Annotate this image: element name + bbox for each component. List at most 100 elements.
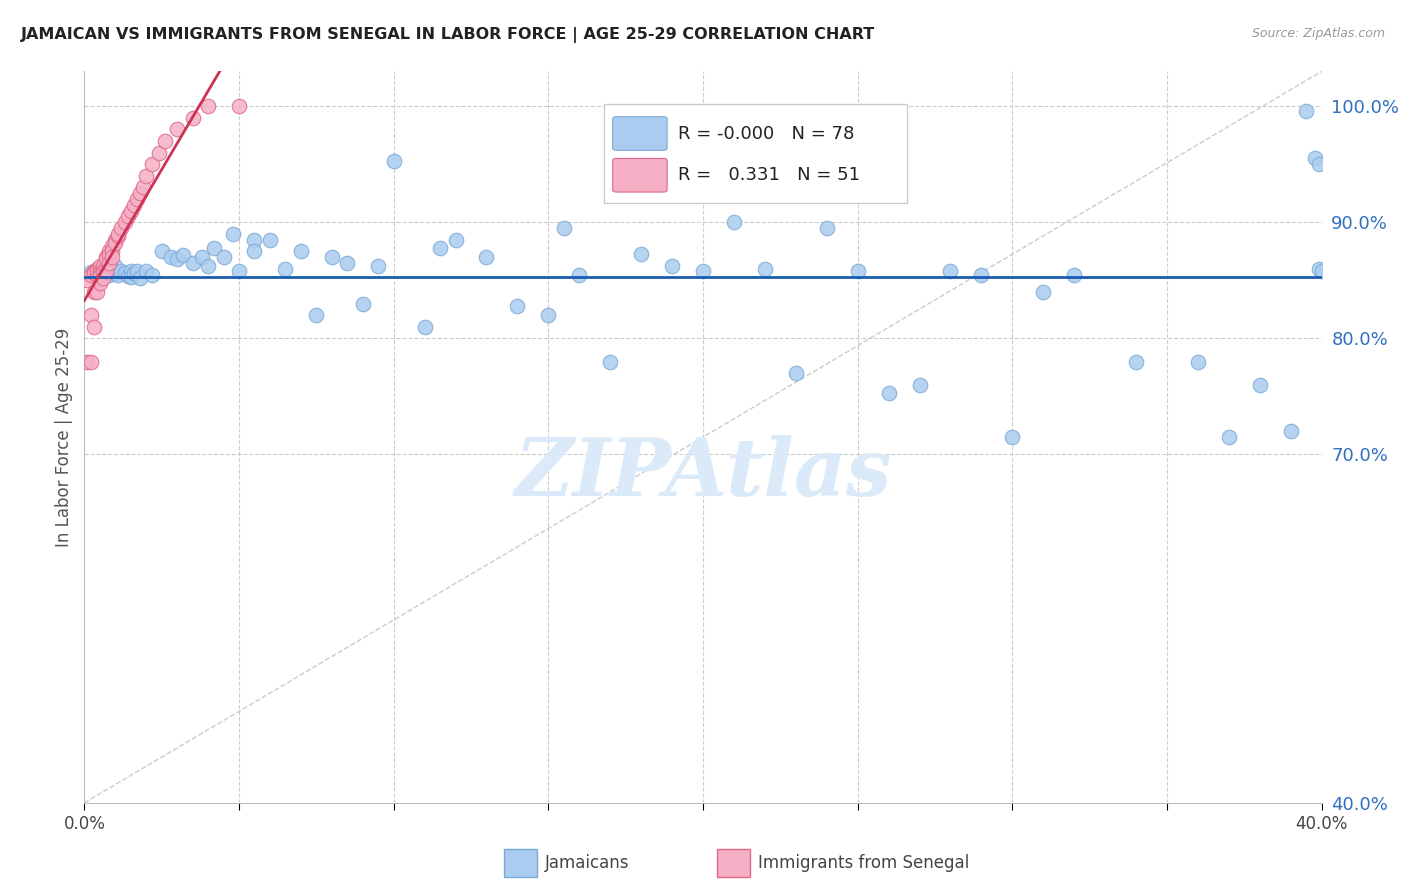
Point [429,241,451,255]
Point [79,265,101,279]
Point [107,229,129,244]
Text: Immigrants from Senegal: Immigrants from Senegal [758,854,969,872]
Point [120,269,142,284]
Point [352,296,374,310]
Point [98,248,121,262]
Point [785,366,807,380]
Point [89,266,111,280]
Point [135,264,157,278]
Point [107,227,129,241]
Point [91,264,114,278]
Point [101,244,124,259]
Point [94,264,117,278]
Point [104,236,127,251]
Point [444,233,467,247]
Point [104,233,127,247]
Point [110,221,132,235]
Point [222,227,245,241]
Point [1308,261,1330,276]
Point [120,203,142,218]
Point [89,261,111,276]
Point [94,250,117,264]
Point [1295,103,1317,118]
Point [91,266,114,280]
Point [274,261,297,276]
Point [76,354,98,368]
Point [98,256,121,270]
Point [181,111,204,125]
Point [132,180,155,194]
Point [114,266,136,280]
Point [1305,152,1327,166]
Point [89,268,111,283]
Point [290,244,312,259]
Point [110,264,132,278]
Point [129,186,152,201]
Point [692,264,714,278]
Point [79,354,101,368]
Point [166,252,188,267]
Point [506,299,529,313]
FancyBboxPatch shape [613,159,666,192]
Text: R = -0.000   N = 78: R = -0.000 N = 78 [678,125,855,143]
Point [79,268,101,282]
Point [599,354,621,368]
Point [202,241,225,255]
Point [83,319,105,334]
FancyBboxPatch shape [613,117,666,151]
Point [382,153,405,168]
Point [86,268,108,282]
Point [723,215,745,229]
Text: JAMAICAN VS IMMIGRANTS FROM SENEGAL IN LABOR FORCE | AGE 25-29 CORRELATION CHART: JAMAICAN VS IMMIGRANTS FROM SENEGAL IN L… [21,27,876,43]
Point [114,215,136,229]
Point [101,264,124,278]
Text: ZIPAtlas: ZIPAtlas [515,435,891,512]
Point [939,264,962,278]
Bar [505,849,537,877]
Point [79,308,101,322]
Point [117,268,139,283]
Point [83,268,105,282]
Point [243,233,266,247]
Point [91,260,114,274]
Point [86,264,108,278]
Point [98,261,121,276]
Point [321,250,343,264]
Point [1310,264,1333,278]
Point [94,252,117,267]
Point [129,271,152,285]
Bar [717,849,749,877]
Point [1249,377,1271,392]
Point [243,244,266,259]
Point [122,266,145,280]
Point [212,250,235,264]
Point [630,246,652,260]
Point [877,386,900,401]
Point [475,250,498,264]
Point [1308,157,1330,171]
Point [86,261,108,276]
Point [125,264,148,278]
Point [83,266,105,280]
Point [259,233,281,247]
Point [846,264,869,278]
Point [1187,354,1209,368]
Point [83,264,105,278]
FancyBboxPatch shape [605,104,907,203]
Point [122,198,145,212]
Point [181,256,204,270]
Point [91,264,114,278]
Point [89,260,111,274]
Point [153,134,176,148]
Point [148,145,170,160]
Point [367,260,389,274]
Point [76,273,98,287]
Point [150,244,173,259]
Point [86,285,108,299]
Point [101,238,124,252]
Point [141,268,163,282]
Point [970,268,993,282]
Point [141,157,163,171]
Point [172,248,194,262]
Point [98,244,121,259]
